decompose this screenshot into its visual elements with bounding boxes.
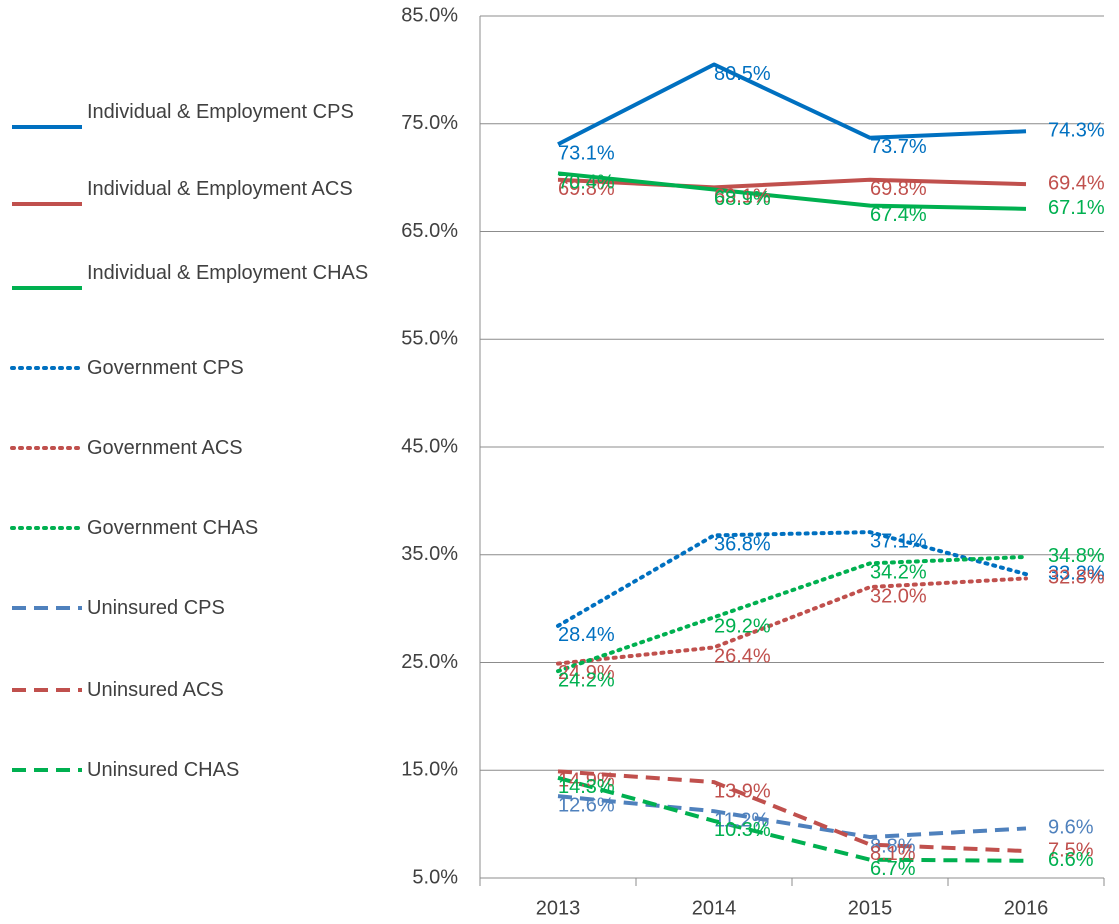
data-label: 37.1% <box>870 530 927 552</box>
legend-label: Government CHAS <box>87 517 259 539</box>
legend-label: Uninsured CPS <box>87 597 225 619</box>
data-label: 73.7% <box>870 136 927 158</box>
y-tick-label: 35.0% <box>401 543 458 565</box>
data-label: 7.5% <box>1048 839 1094 861</box>
legend-swatch <box>12 688 82 692</box>
data-label: 67.1% <box>1048 197 1105 219</box>
legend-swatch <box>12 125 82 129</box>
legend-swatch <box>12 286 82 290</box>
x-tick-label: 2015 <box>848 897 893 919</box>
data-label: 12.6% <box>558 794 615 816</box>
data-label: 68.9% <box>714 188 771 210</box>
series-line <box>557 769 1027 854</box>
data-label: 8.1% <box>870 843 916 865</box>
legend-swatch <box>12 606 82 610</box>
data-label: 28.4% <box>558 624 615 646</box>
data-label: 74.3% <box>1048 120 1105 142</box>
data-label: 14.3% <box>558 776 615 798</box>
y-tick-label: 5.0% <box>412 866 458 888</box>
y-tick-label: 45.0% <box>401 435 458 457</box>
legend-item: Government CPS <box>10 352 370 412</box>
series-line <box>556 576 1028 666</box>
series-line <box>557 775 1027 863</box>
legend-item: Government CHAS <box>10 512 370 572</box>
legend-label: Uninsured CHAS <box>87 759 240 781</box>
data-label: 34.2% <box>870 562 927 584</box>
y-tick-label: 75.0% <box>401 112 458 134</box>
data-label: 9.6% <box>1048 817 1094 839</box>
series-line <box>556 530 1028 628</box>
data-label: 80.5% <box>714 63 771 85</box>
legend-item: Uninsured ACS <box>10 674 370 734</box>
data-label: 26.4% <box>714 646 771 668</box>
x-tick-label: 2016 <box>1004 897 1049 919</box>
data-label: 24.2% <box>558 669 615 691</box>
legend-item: Uninsured CPS <box>10 592 370 652</box>
series-line <box>556 554 1028 674</box>
data-label: 36.8% <box>714 534 771 556</box>
legend-swatch <box>12 202 82 206</box>
x-tick-label: 2014 <box>692 897 737 919</box>
legend-label: Individual & Employment ACS <box>87 178 353 200</box>
series-line <box>557 177 1027 190</box>
data-label: 10.3% <box>714 819 771 841</box>
legend-label: Individual & Employment CPS <box>87 101 354 123</box>
series-line <box>557 794 1027 840</box>
y-tick-label: 55.0% <box>401 328 458 350</box>
y-tick-label: 85.0% <box>401 4 458 26</box>
data-label: 67.4% <box>870 204 927 226</box>
y-tick-label: 65.0% <box>401 220 458 242</box>
data-label: 69.4% <box>1048 172 1105 194</box>
data-label: 29.2% <box>714 616 771 638</box>
legend-label: Government ACS <box>87 437 243 459</box>
data-label: 69.8% <box>558 178 615 200</box>
y-tick-label: 15.0% <box>401 759 458 781</box>
data-label: 73.1% <box>558 143 615 165</box>
data-label: 70.4% <box>558 172 615 194</box>
data-label: 11.2% <box>714 809 769 831</box>
series-line <box>557 171 1027 211</box>
legend-item: Individual & Employment CHAS <box>10 262 370 332</box>
x-tick-label: 2013 <box>536 897 581 919</box>
data-label: 69.1% <box>714 186 771 208</box>
legend-swatch <box>10 526 84 530</box>
data-label: 6.6% <box>1048 849 1094 871</box>
legend-item: Government ACS <box>10 432 370 492</box>
data-label: 6.7% <box>870 858 916 880</box>
legend-item: Uninsured CHAS <box>10 754 370 814</box>
data-label: 32.0% <box>870 585 927 607</box>
legend-swatch <box>10 366 84 370</box>
legend-item: Individual & Employment CPS <box>10 101 370 171</box>
data-label: 13.9% <box>714 780 771 802</box>
legend-label: Government CPS <box>87 357 244 379</box>
data-label: 14.9% <box>558 770 615 792</box>
data-label: 34.8% <box>1048 545 1105 567</box>
legend-label: Individual & Employment CHAS <box>87 262 369 284</box>
data-label: 33.2% <box>1048 562 1105 584</box>
data-label: 8.8% <box>870 835 916 857</box>
data-label: 24.9% <box>558 662 615 684</box>
legend-item: Individual & Employment ACS <box>10 178 370 248</box>
series-line <box>557 62 1027 147</box>
data-label: 32.8% <box>1048 567 1105 589</box>
y-tick-label: 25.0% <box>401 651 458 673</box>
legend-swatch <box>10 446 84 450</box>
legend-label: Uninsured ACS <box>87 679 224 701</box>
legend-swatch <box>12 768 82 772</box>
data-label: 69.8% <box>870 178 927 200</box>
